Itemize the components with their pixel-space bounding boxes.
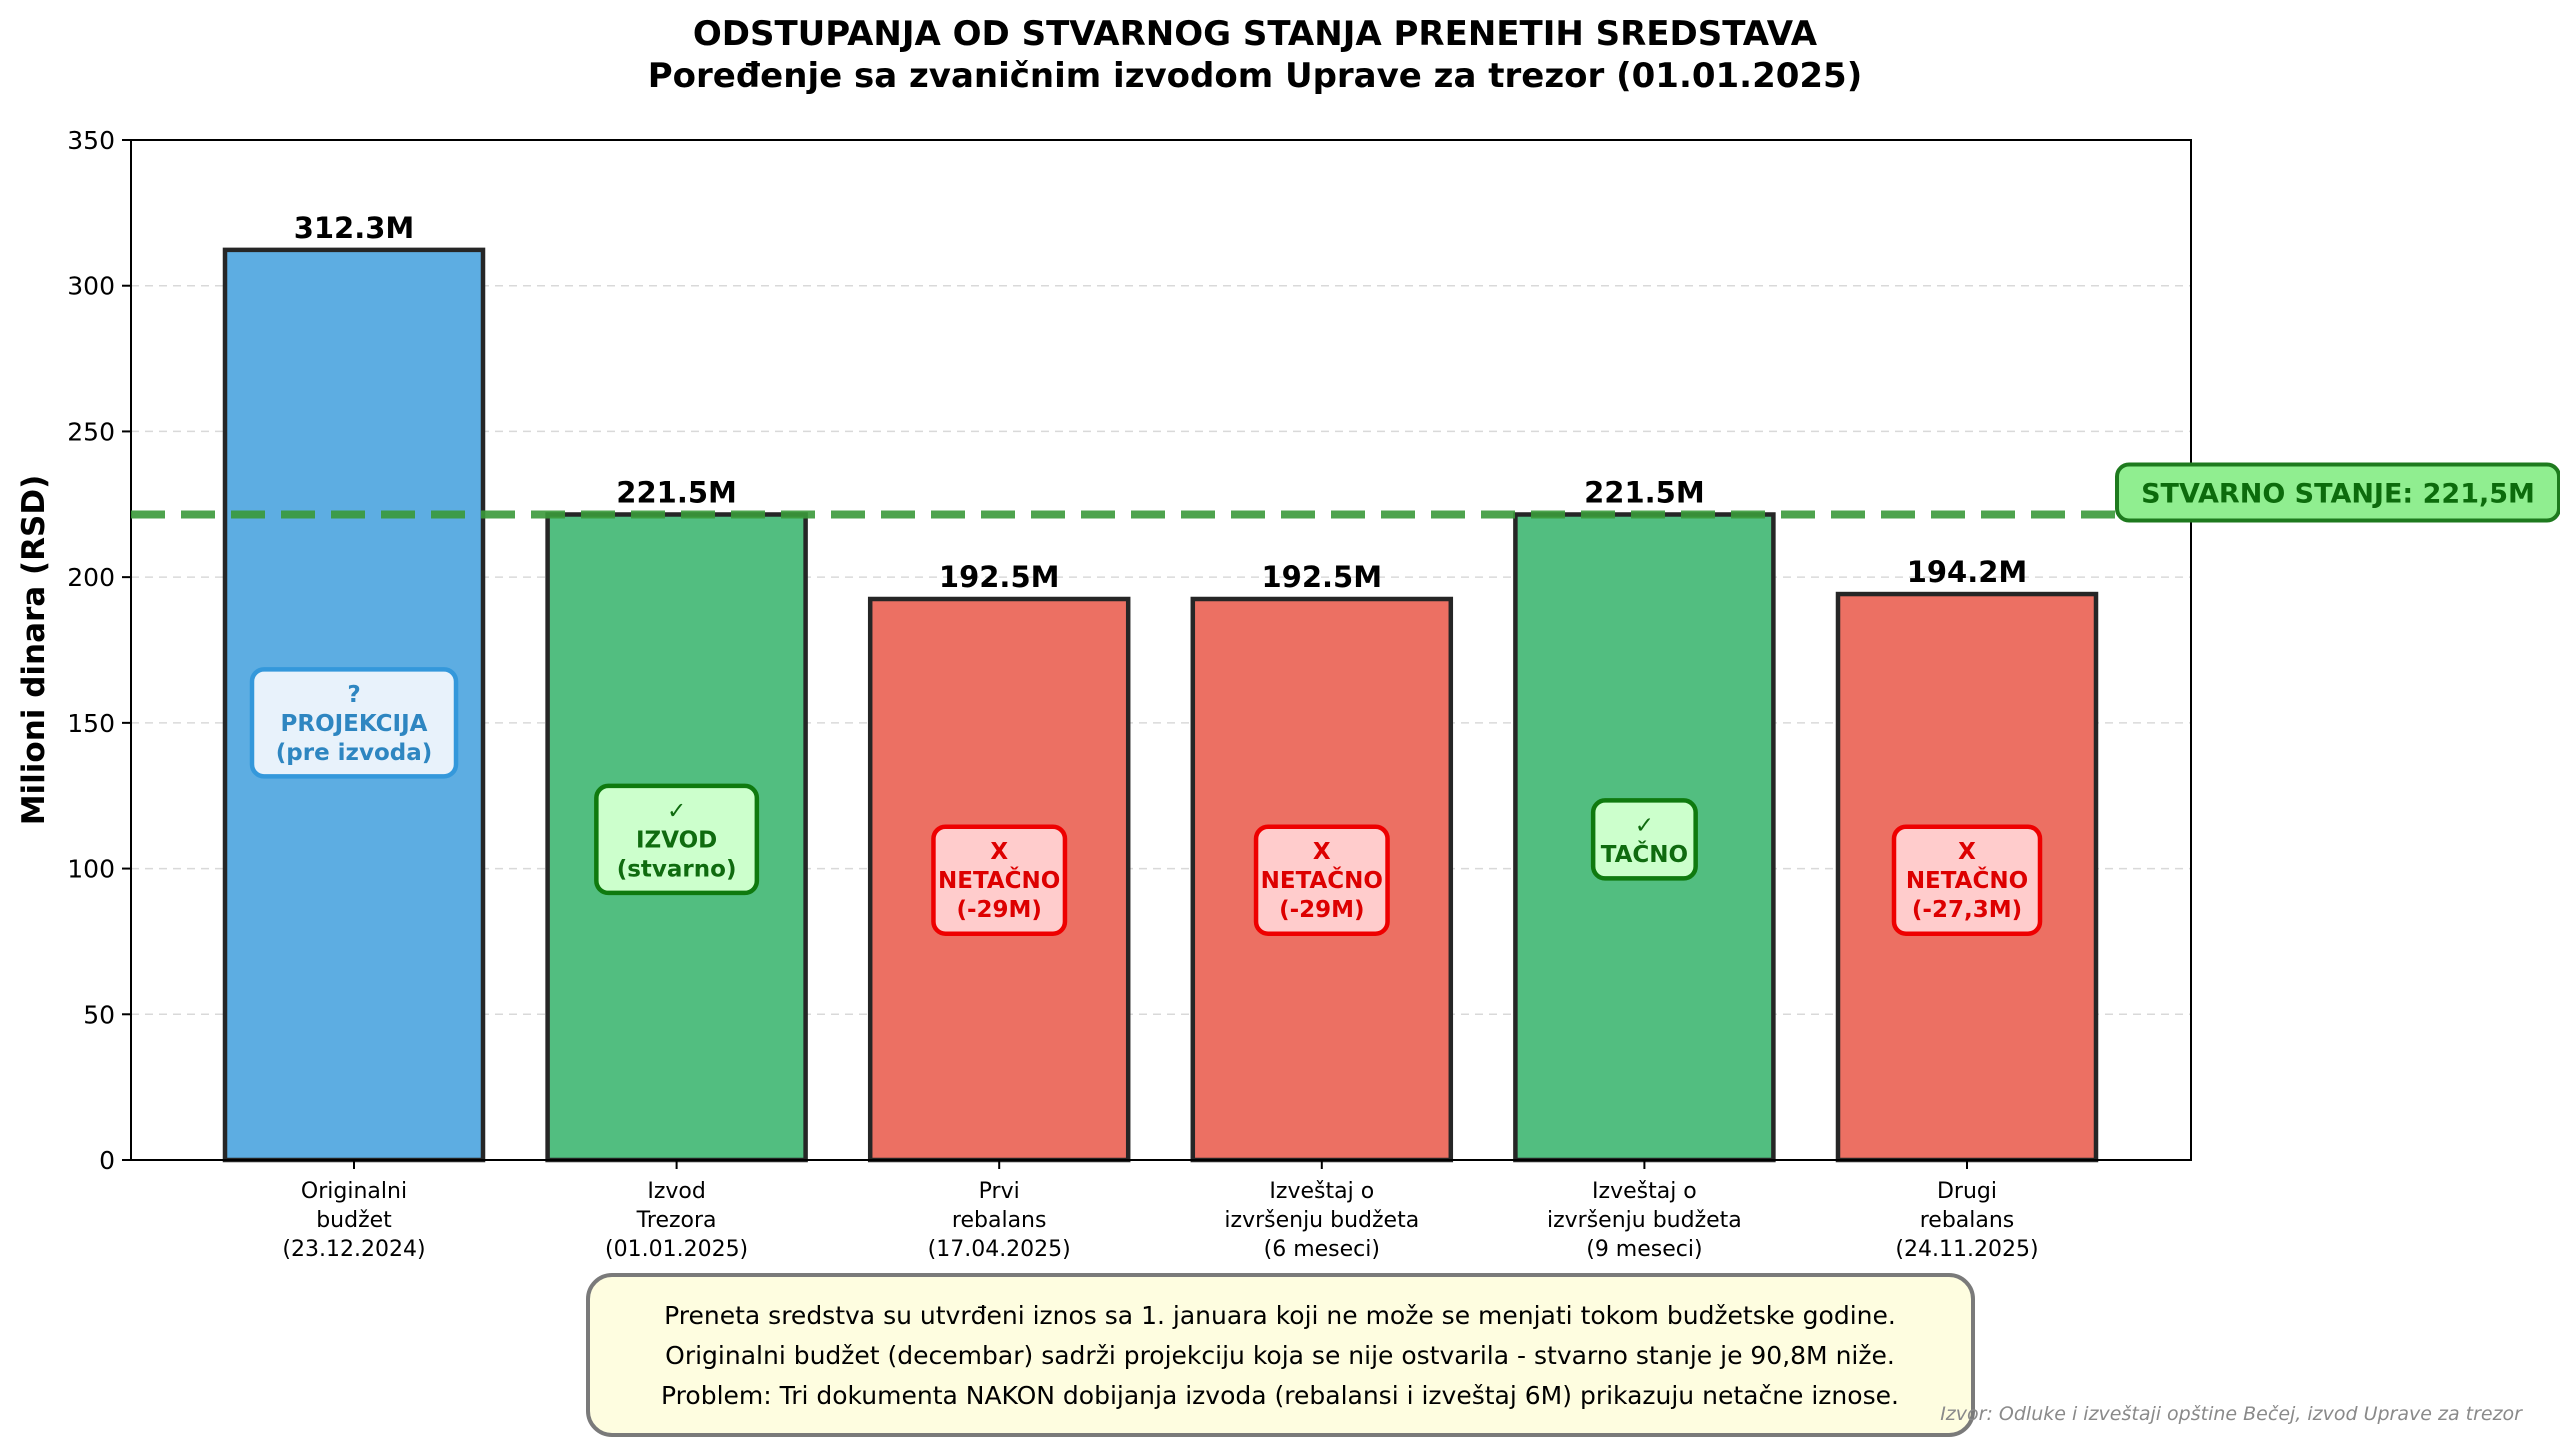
status-badge-frame-2 (594, 783, 760, 896)
note-box: Preneta sredstva su utvrđeni iznos sa 1.… (586, 1273, 1975, 1437)
status-badge-1: ? PROJEKCIJA (pre izvoda) (249, 667, 459, 779)
value-label-5: 221.5M (1584, 475, 1705, 509)
bars: 312.3M 221.5M 192.5M 192.5M 221.5M 194.2M (222, 211, 2099, 1163)
x-axis: Originalni budžet (23.12.2024) Izvod Trezora… (282, 1160, 2039, 1262)
status-badge-frame-6 (1891, 824, 2043, 936)
y-tick-label-50: 50 (83, 1000, 115, 1029)
status-badge-3: X NETAČNO (-29M) (931, 824, 1068, 936)
status-badges: ? PROJEKCIJA (pre izvoda) ✓ IZVOD (stvarno) X N… (249, 667, 2043, 936)
status-badge-frame-1 (249, 667, 459, 779)
status-badge-label-4: X NETAČNO (-29M) (1261, 839, 1383, 923)
category-label-3: Prvi rebalans (17.04.2025) (928, 1179, 1071, 1262)
status-badge-label-6: X NETAČNO (-27,3M) (1906, 839, 2028, 923)
y-tick-label-200: 200 (67, 563, 115, 592)
status-badge-frame-5 (1590, 798, 1698, 881)
reference-label-box (2115, 462, 2560, 523)
chart-subtitle: Poređenje sa zvaničnim izvodom Uprave za… (648, 56, 1863, 96)
plot-frame (130, 139, 2192, 1161)
category-label-2: Izvod Trezora (01.01.2025) (605, 1179, 748, 1262)
y-axis-label: Milioni dinara (RSD) (16, 475, 52, 826)
reference-label: STVARNO STANJE: 221,5M (2141, 478, 2535, 509)
status-badge-frame-3 (931, 824, 1068, 936)
y-tick-label-350: 350 (67, 126, 115, 155)
value-label-1: 312.3M (294, 211, 415, 245)
note-line-1: Preneta sredstva su utvrđeni iznos sa 1.… (664, 1301, 1896, 1330)
status-badge-label-1: ? PROJEKCIJA (pre izvoda) (276, 682, 433, 766)
y-tick-label-250: 250 (67, 417, 115, 446)
status-badge-label-2: ✓ IZVOD (stvarno) (617, 798, 737, 882)
note-box-frame (586, 1273, 1975, 1437)
category-label-6: Drugi rebalans (24.11.2025) (1895, 1179, 2038, 1262)
note-line-2: Originalni budžet (decembar) sadrži proj… (665, 1341, 1895, 1370)
value-label-4: 192.5M (1262, 560, 1383, 594)
status-badge-4: X NETAČNO (-29M) (1253, 824, 1390, 936)
value-label-3: 192.5M (939, 560, 1060, 594)
category-label-5: Izveštaj o izvršenju budžeta (9 meseci) (1547, 1179, 1742, 1262)
category-label-1: Originalni budžet (23.12.2024) (282, 1179, 425, 1262)
note-line-3: Problem: Tri dokumenta NAKON dobijanja i… (661, 1381, 1899, 1410)
status-badge-label-5: ✓ TAČNO (1601, 813, 1688, 868)
y-tick-label-100: 100 (67, 855, 115, 884)
status-badge-2: ✓ IZVOD (stvarno) (594, 783, 760, 896)
y-tick-label-300: 300 (67, 272, 115, 301)
chart-title: ODSTUPANJA OD STVARNOG STANJA PRENETIH S… (693, 14, 1818, 54)
status-badge-5: ✓ TAČNO (1590, 798, 1698, 881)
y-tick-label-150: 150 (67, 709, 115, 738)
value-label-2: 221.5M (616, 475, 737, 509)
status-badge-6: X NETAČNO (-27,3M) (1891, 824, 2043, 936)
category-label-4: Izveštaj o izvršenju budžeta (6 meseci) (1224, 1179, 1419, 1262)
reference-line-group: STVARNO STANJE: 221,5M (131, 462, 2560, 523)
y-tick-label-0: 0 (99, 1146, 115, 1175)
value-label-6: 194.2M (1907, 555, 2028, 589)
y-axis: 0 50 100 150 200 250 300 350 (67, 126, 131, 1175)
status-badge-frame-4 (1253, 824, 1390, 936)
status-badge-label-3: X NETAČNO (-29M) (938, 839, 1060, 923)
source-note: Izvor: Odluke i izveštaji opštine Bečej,… (1940, 1403, 2523, 1425)
